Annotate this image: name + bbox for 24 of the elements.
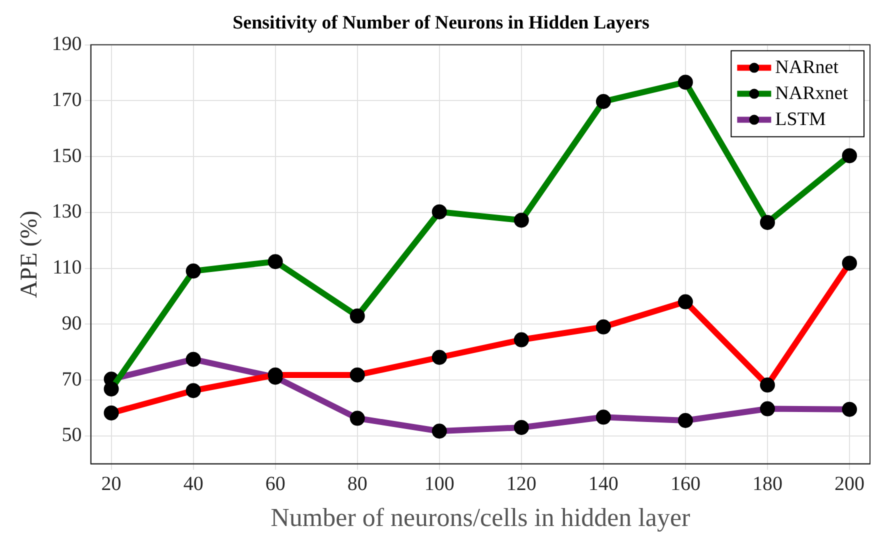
legend-label: LSTM	[775, 108, 826, 130]
x-tick-label: 40	[183, 473, 204, 496]
x-tick-label: 100	[424, 473, 454, 496]
y-tick-label: 170	[52, 88, 82, 111]
y-tick-label: 150	[52, 144, 82, 167]
legend-label: NARxnet	[775, 82, 849, 104]
y-tick-label: 90	[62, 312, 82, 334]
y-tick-label: 130	[52, 200, 82, 223]
chart-title: Sensitivity of Number of Neurons in Hidden Layers	[232, 12, 650, 34]
y-tick-label: 70	[62, 368, 82, 390]
y-axis-title: APE (%)	[16, 210, 43, 298]
y-tick-label: 110	[52, 256, 82, 279]
legend-label: NARnet	[775, 56, 840, 78]
x-tick-label: 140	[588, 473, 618, 496]
x-tick-label: 200	[834, 473, 864, 496]
x-tick-label: 160	[670, 473, 700, 496]
x-tick-label: 20	[101, 473, 122, 496]
x-tick-label: 80	[347, 473, 368, 496]
x-tick-label: 180	[752, 473, 782, 496]
y-tick-label: 50	[62, 424, 82, 446]
x-tick-label: 60	[265, 473, 286, 496]
x-tick-label: 120	[506, 473, 536, 496]
x-axis-title: Number of neurons/cells in hidden layer	[270, 503, 690, 532]
y-tick-label: 190	[52, 33, 82, 56]
